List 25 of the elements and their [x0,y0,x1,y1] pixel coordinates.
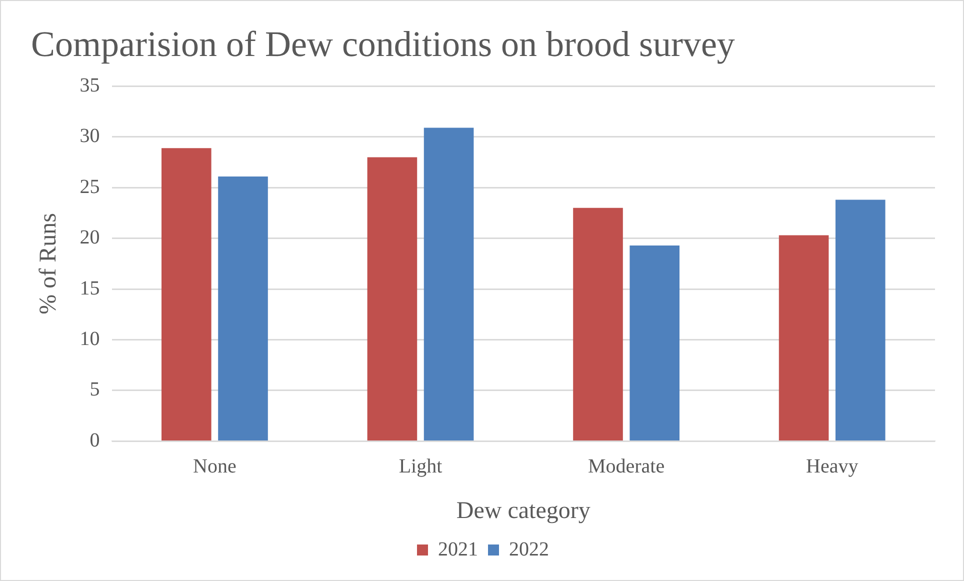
x-tick-label: None [193,455,236,478]
bar [367,157,418,440]
y-tick-label: 0 [90,429,100,452]
y-axis-title: % of Runs [36,213,62,314]
legend-label: 2022 [509,538,549,560]
y-tick-label: 5 [90,378,100,401]
x-tick-label: Moderate [588,455,665,478]
bar [424,128,474,440]
bar [573,208,623,440]
x-tick-label: Light [398,455,443,478]
bar [162,148,212,440]
x-axis-title: Dew category [456,498,590,524]
y-tick-label: 15 [80,277,100,300]
x-tick-label: Heavy [806,455,858,478]
y-tick-label: 30 [80,125,100,148]
chart-title: Comparision of Dew conditions on brood survey [31,24,735,64]
y-tick-label: 25 [80,176,100,198]
y-tick-label: 35 [80,74,100,96]
bar [835,200,886,440]
bar [630,245,680,440]
bar [218,176,268,440]
legend-label: 2021 [438,538,478,560]
y-tick-label: 10 [80,328,100,350]
y-tick-label: 20 [80,226,100,249]
bar [778,235,829,440]
